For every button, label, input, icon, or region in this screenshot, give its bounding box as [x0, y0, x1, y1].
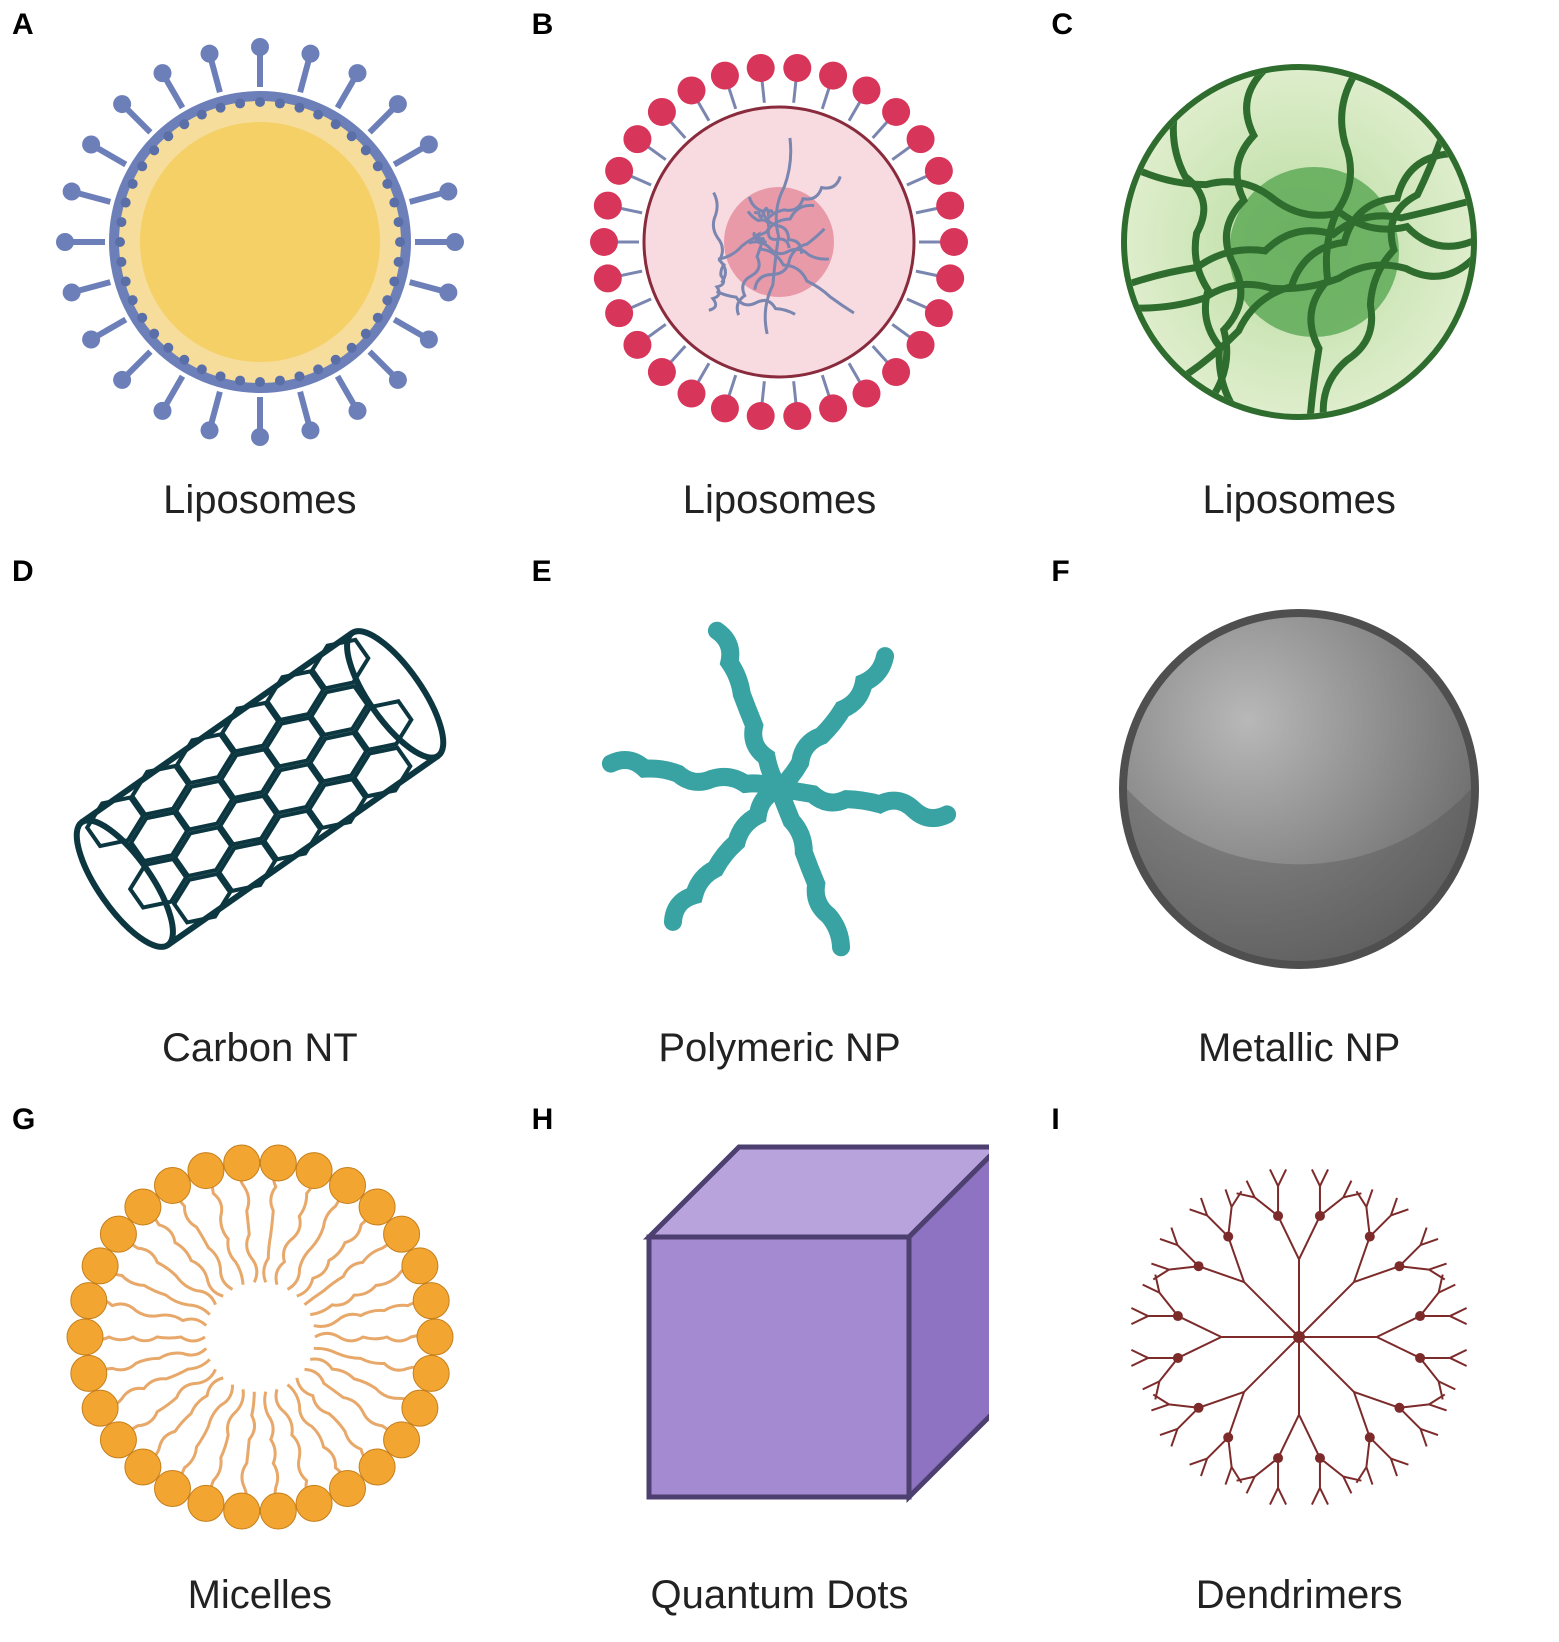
panel-E: E Polymeric NP: [520, 547, 1040, 1094]
figure-F: [1049, 557, 1549, 1021]
caption-F: Metallic NP: [1198, 1022, 1400, 1085]
panel-letter: D: [12, 555, 34, 589]
figure-H: [530, 1105, 1030, 1569]
panel-C: C Liposomes: [1039, 0, 1559, 547]
panel-I: I Dendrimers: [1039, 1095, 1559, 1642]
panel-G: G Micelles: [0, 1095, 520, 1642]
caption-E: Polymeric NP: [658, 1022, 900, 1085]
panel-A: A Liposomes: [0, 0, 520, 547]
figure-grid: A Liposomes B Liposomes C Liposomes D Ca…: [0, 0, 1559, 1642]
figure-C: [1049, 10, 1549, 474]
panel-H: H Quantum Dots: [520, 1095, 1040, 1642]
caption-B: Liposomes: [683, 474, 876, 537]
caption-D: Carbon NT: [162, 1022, 358, 1085]
panel-letter: C: [1051, 8, 1073, 42]
panel-F: F Metallic NP: [1039, 547, 1559, 1094]
panel-B: B Liposomes: [520, 0, 1040, 547]
figure-A: [10, 10, 510, 474]
panel-letter: E: [532, 555, 552, 589]
panel-letter: I: [1051, 1103, 1059, 1137]
caption-C: Liposomes: [1202, 474, 1395, 537]
caption-I: Dendrimers: [1196, 1569, 1403, 1632]
caption-H: Quantum Dots: [651, 1569, 909, 1632]
panel-letter: A: [12, 8, 34, 42]
figure-G: [10, 1105, 510, 1569]
figure-B: [530, 10, 1030, 474]
figure-D: [10, 557, 510, 1021]
panel-letter: G: [12, 1103, 35, 1137]
panel-D: D Carbon NT: [0, 547, 520, 1094]
figure-I: [1049, 1105, 1549, 1569]
figure-E: [530, 557, 1030, 1021]
caption-A: Liposomes: [163, 474, 356, 537]
panel-letter: B: [532, 8, 554, 42]
panel-letter: H: [532, 1103, 554, 1137]
panel-letter: F: [1051, 555, 1069, 589]
caption-G: Micelles: [188, 1569, 332, 1632]
